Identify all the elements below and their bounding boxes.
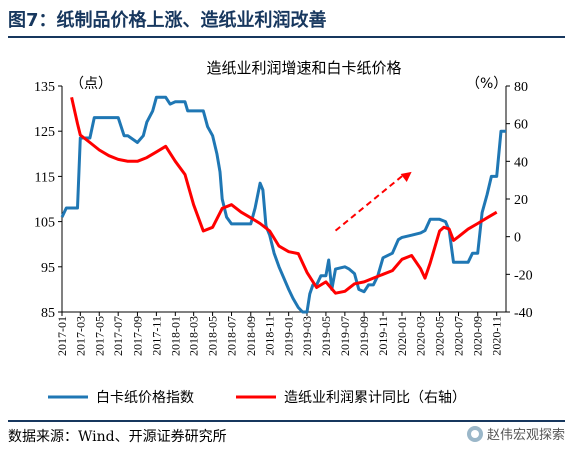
y-left-tick-label: 135 — [34, 80, 55, 95]
x-tick-label: 2020-07 — [451, 316, 465, 356]
x-tick-label: 2018-05 — [206, 316, 220, 356]
x-tick-label: 2017-03 — [73, 316, 87, 356]
legend-label-1: 造纸业利润累计同比（右轴） — [284, 390, 466, 406]
x-tick-label: 2017-07 — [111, 316, 125, 356]
trend-arrow-head — [400, 171, 412, 182]
figure-title: 图7：纸制品价格上涨、造纸业利润改善 — [8, 10, 327, 31]
series-line-0 — [60, 95, 506, 314]
watermark: 赵伟宏观探索 — [466, 424, 565, 443]
y-right-tick-label: 80 — [514, 80, 528, 95]
trend-arrow-line — [334, 174, 405, 232]
x-tick-label: 2020-03 — [414, 316, 428, 356]
series-layer — [60, 95, 506, 314]
x-tick-label: 2019-01 — [282, 316, 296, 356]
legend-label-0: 白卡纸价格指数 — [96, 390, 194, 406]
chart-title: 造纸业利润增速和白卡纸价格 — [206, 59, 401, 77]
x-tick-label: 2019-11 — [376, 316, 390, 356]
x-tick-label: 2020-09 — [471, 316, 485, 356]
y-left-tick-label: 95 — [41, 261, 55, 276]
source-note: 数据来源：Wind、开源证券研究所 — [8, 429, 227, 445]
y-left-tick-label: 115 — [35, 170, 55, 185]
x-tick-label: 2018-11 — [263, 316, 277, 356]
x-tick-label: 2017-05 — [92, 316, 106, 356]
y-right-tick-label: 20 — [514, 193, 528, 208]
watermark-text: 赵伟宏观探索 — [486, 428, 565, 443]
y-right-tick-label: -20 — [514, 268, 533, 283]
y-left-tick-label: 105 — [34, 216, 55, 231]
x-tick-label: 2018-07 — [225, 316, 239, 356]
x-tick-label: 2019-03 — [300, 316, 314, 356]
x-tick-label: 2018-01 — [168, 316, 182, 356]
y-right-tick-label: 0 — [514, 231, 521, 246]
x-tick-label: 2019-07 — [338, 316, 352, 356]
x-tick-label: 2020-01 — [395, 316, 409, 356]
x-tick-label: 2017-11 — [149, 316, 163, 356]
y-right-tick-label: 60 — [514, 118, 528, 133]
y-left-tick-label: 125 — [34, 125, 55, 140]
x-tick-label: 2019-09 — [357, 316, 371, 356]
y-right-tick-label: 40 — [514, 155, 528, 170]
title-divider — [8, 36, 565, 38]
x-tick-label: 2019-05 — [319, 316, 333, 356]
series-line-1 — [70, 96, 498, 295]
x-tick-label: 2020-05 — [433, 316, 447, 356]
y-left-tick-label: 85 — [41, 306, 55, 321]
wechat-icon — [466, 425, 483, 442]
x-tick-label: 2017-09 — [130, 316, 144, 356]
legend: 白卡纸价格指数 造纸业利润累计同比（右轴） — [48, 390, 466, 406]
x-tick-label: 2018-09 — [244, 316, 258, 356]
x-tick-label: 2020-11 — [490, 316, 504, 356]
x-tick-label: 2017-01 — [55, 316, 69, 356]
footer-divider — [8, 420, 565, 422]
y-left-unit-label: （点） — [70, 76, 112, 92]
axes: 135 125 115 105 95 85 80 60 40 20 0 -20 -40 2017-01 20… — [34, 80, 533, 356]
x-tick-label: 2018-03 — [187, 316, 201, 356]
y-right-tick-label: -40 — [514, 306, 533, 321]
y-right-unit-label: （%） — [466, 76, 507, 92]
